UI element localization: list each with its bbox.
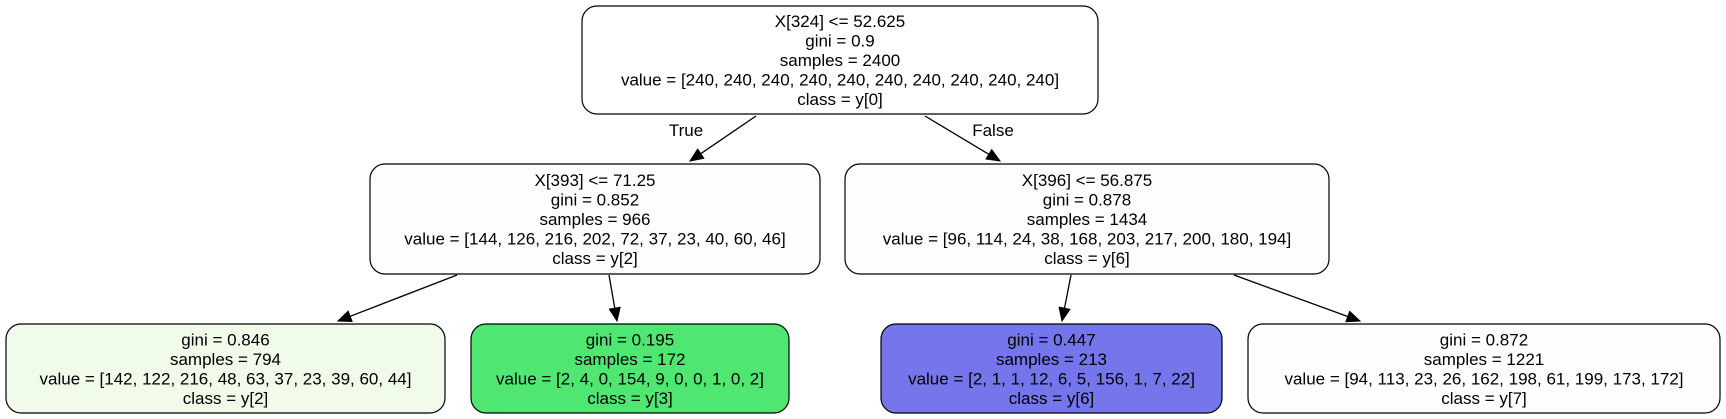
node-text-x: X[393] <= 71.25 bbox=[535, 171, 656, 190]
edge-line bbox=[608, 274, 616, 309]
node-box bbox=[369, 163, 821, 275]
node-text-value: value = [142, 122, 216, 48, 63, 37, 23, … bbox=[40, 369, 412, 388]
node-box bbox=[880, 323, 1223, 414]
node-box bbox=[5, 323, 446, 414]
node-text-samples: samples = 172 bbox=[574, 350, 685, 369]
node-text-samples: samples = 966 bbox=[539, 210, 650, 229]
node-text-class: class = y[2] bbox=[552, 249, 638, 268]
node-text-value: value = [2, 4, 0, 154, 9, 0, 0, 1, 0, 2] bbox=[496, 369, 764, 388]
arrow-head-icon bbox=[1345, 310, 1362, 323]
node-text-gini: gini = 0.447 bbox=[1007, 330, 1095, 349]
node-text-gini: gini = 0.878 bbox=[1043, 191, 1131, 210]
node-text-gini: gini = 0.872 bbox=[1440, 330, 1528, 349]
node-text-gini: gini = 0.195 bbox=[586, 330, 674, 349]
arrow-head-icon bbox=[608, 306, 621, 323]
edge-n0-to-n1: True bbox=[669, 115, 757, 162]
edge-n2-to-n6 bbox=[1233, 274, 1362, 323]
edge-line bbox=[349, 274, 458, 317]
edge-line bbox=[1063, 274, 1072, 309]
node-box bbox=[844, 163, 1330, 275]
node-box bbox=[1247, 323, 1721, 414]
edge-n1-to-n3 bbox=[336, 274, 458, 322]
node-text-value: value = [2, 1, 1, 12, 6, 5, 156, 1, 7, 2… bbox=[908, 369, 1195, 388]
node-text-x: X[324] <= 52.625 bbox=[775, 12, 905, 31]
node-text-gini: gini = 0.9 bbox=[805, 32, 874, 51]
arrow-head-icon bbox=[1058, 306, 1071, 323]
edges-layer: True False bbox=[336, 115, 1362, 323]
node-text-value: value = [240, 240, 240, 240, 240, 240, 2… bbox=[621, 71, 1059, 90]
node-text-gini: gini = 0.852 bbox=[551, 191, 639, 210]
node-text-value: value = [94, 113, 23, 26, 162, 198, 61, … bbox=[1284, 369, 1683, 388]
edge-line bbox=[700, 115, 757, 155]
node-box bbox=[581, 5, 1099, 115]
edge-n0-to-n2: False bbox=[924, 115, 1014, 162]
edge-n2-to-n5 bbox=[1058, 274, 1072, 323]
node-box bbox=[470, 323, 790, 414]
edge-label-false: False bbox=[972, 121, 1014, 140]
edge-label-true: True bbox=[669, 121, 703, 140]
node-text-x: X[396] <= 56.875 bbox=[1022, 171, 1152, 190]
arrow-head-icon bbox=[688, 148, 705, 162]
arrow-head-icon bbox=[336, 310, 353, 322]
edge-n1-to-n4 bbox=[608, 274, 621, 323]
node-text-value: value = [144, 126, 216, 202, 72, 37, 23,… bbox=[404, 230, 785, 249]
node-text-value: value = [96, 114, 24, 38, 168, 203, 217,… bbox=[883, 230, 1292, 249]
edge-line bbox=[924, 115, 990, 155]
node-text-gini: gini = 0.846 bbox=[181, 330, 269, 349]
node-text-class: class = y[7] bbox=[1441, 389, 1527, 408]
node-text-samples: samples = 2400 bbox=[780, 51, 901, 70]
node-text-samples: samples = 213 bbox=[996, 350, 1107, 369]
node-text-class: class = y[3] bbox=[587, 389, 673, 408]
node-text-samples: samples = 1221 bbox=[1424, 350, 1545, 369]
node-text-samples: samples = 1434 bbox=[1027, 210, 1148, 229]
node-text-class: class = y[0] bbox=[797, 90, 883, 109]
node-text-samples: samples = 794 bbox=[170, 350, 281, 369]
node-text-class: class = y[6] bbox=[1044, 249, 1130, 268]
arrow-head-icon bbox=[985, 148, 1002, 162]
node-text-class: class = y[2] bbox=[183, 389, 269, 408]
edge-line bbox=[1233, 274, 1349, 318]
node-text-class: class = y[6] bbox=[1009, 389, 1095, 408]
